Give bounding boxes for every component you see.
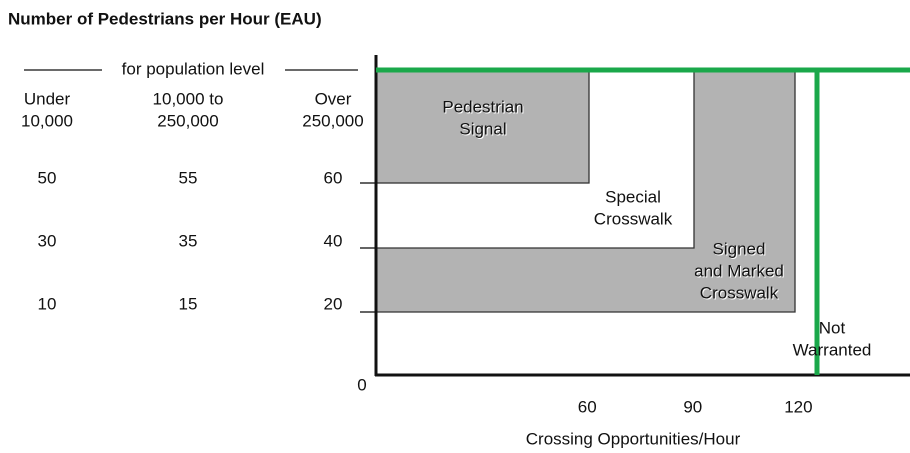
region-label: Signal	[459, 119, 506, 138]
region-label-shadow: Signal	[460, 120, 507, 139]
region-label: Signed	[713, 239, 766, 258]
column-heading: 250,000	[302, 111, 363, 130]
threshold-value: 40	[324, 231, 343, 250]
threshold-value: 60	[324, 168, 343, 187]
title: Number of Pedestrians per Hour (EAU)	[8, 9, 322, 28]
x-tick-label: 90	[683, 397, 702, 416]
region-label-shadow: Pedestrian	[443, 98, 524, 117]
region-label-shadow: Signed	[714, 240, 767, 259]
column-heading: 250,000	[157, 111, 218, 130]
origin-label: 0	[357, 375, 366, 394]
x-tick-label: 120	[784, 397, 812, 416]
region-label: Warranted	[793, 340, 872, 359]
population-header: for population level	[122, 59, 265, 78]
region-label: Crosswalk	[594, 209, 673, 228]
column-heading: 10,000	[21, 111, 73, 130]
region-label: Pedestrian	[442, 97, 523, 116]
region-label: Crosswalk	[700, 283, 779, 302]
region-label: Special	[605, 187, 661, 206]
threshold-value: 30	[38, 231, 57, 250]
threshold-value: 10	[38, 294, 57, 313]
threshold-value: 35	[179, 231, 198, 250]
region-label-shadow: Crosswalk	[701, 284, 780, 303]
x-axis-label: Crossing Opportunities/Hour	[526, 429, 741, 448]
column-heading: Under	[24, 89, 71, 108]
threshold-value: 20	[324, 294, 343, 313]
x-tick-label: 60	[578, 397, 597, 416]
region-label: Not	[819, 318, 846, 337]
region-label-shadow: and Marked	[695, 262, 785, 281]
region-label: and Marked	[694, 261, 784, 280]
threshold-value: 55	[179, 168, 198, 187]
column-heading: Over	[315, 89, 352, 108]
threshold-value: 50	[38, 168, 57, 187]
column-heading: 10,000 to	[153, 89, 224, 108]
threshold-value: 15	[179, 294, 198, 313]
